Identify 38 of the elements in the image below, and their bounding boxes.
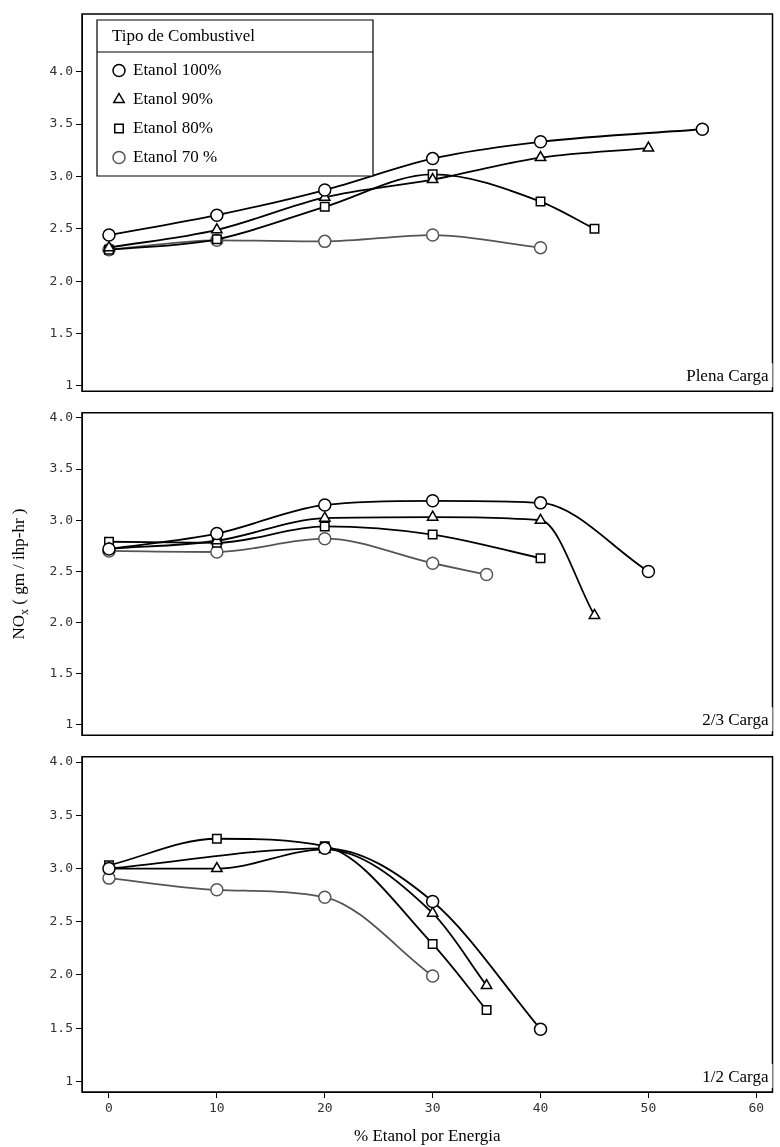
annotation: 1/2 Carga [702, 1067, 769, 1086]
legend-label: Etanol 80% [133, 117, 213, 137]
y-tick-label: 2.0 [49, 966, 73, 982]
x-tick-label: 0 [105, 1100, 113, 1116]
x-tick-label: 30 [424, 1100, 441, 1116]
x-tick-label: 40 [532, 1100, 549, 1116]
y-axis-title: NOx ( gm / ihp-hr ) [9, 508, 32, 640]
y-tick-label: 3.5 [49, 115, 73, 131]
y-tick-label: 4.0 [49, 409, 73, 425]
x-tick-label: 10 [209, 1100, 225, 1116]
x-tick-label: 20 [316, 1100, 333, 1116]
y-tick-label: 1.5 [49, 1019, 73, 1035]
x-tick-label: 50 [640, 1100, 657, 1116]
y-tick-label: 3.0 [49, 859, 73, 875]
y-tick-label: 2.5 [49, 562, 73, 578]
legend-label: Etanol 90% [133, 88, 213, 108]
y-tick-label: 2.0 [49, 272, 73, 288]
legend-title: Tipo de Combustivel [112, 26, 256, 46]
y-tick-label: 2.0 [49, 613, 73, 629]
y-tick-label: 1.5 [49, 665, 73, 681]
y-tick-label: 3.5 [49, 460, 73, 476]
y-tick-label: 2.5 [49, 220, 73, 236]
legend-label: Etanol 100% [133, 59, 222, 79]
annotation: 2/3 Carga [702, 710, 769, 730]
y-tick-label: 1 [65, 716, 73, 732]
y-tick-label: 4.0 [49, 753, 73, 769]
x-axis-title: % Etanol por Energia [353, 1126, 501, 1146]
legend-label: Etanol 70 % [133, 146, 218, 166]
y-tick-label: 1.5 [49, 324, 73, 340]
y-tick-label: 1 [65, 1072, 73, 1088]
y-tick-label: 4.0 [49, 63, 73, 78]
x-tick-label: 60 [748, 1100, 765, 1116]
y-tick-label: 3.0 [49, 167, 73, 183]
y-tick-label: 1 [65, 377, 73, 393]
y-tick-label: 3.5 [49, 806, 73, 822]
y-tick-label: 2.5 [49, 913, 73, 929]
y-tick-label: 3.0 [49, 511, 73, 527]
annotation: Plena Carga [686, 366, 769, 386]
